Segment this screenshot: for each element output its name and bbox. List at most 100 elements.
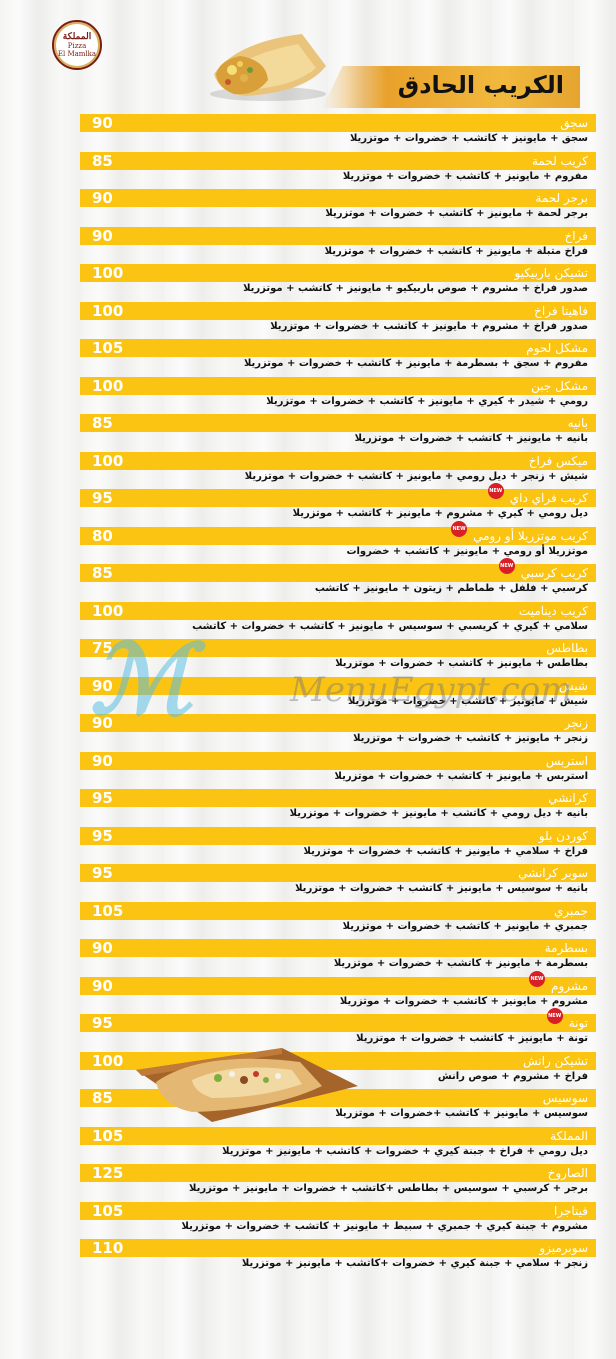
menu-item: 95 سوبر كرانشي بانيه + سوسيس + مايونيز + ك…: [0, 860, 616, 898]
menu-item: 100 مشكل جبن رومي + شيدر + كيري + مايونيز …: [0, 373, 616, 411]
new-badge-icon: NEW: [498, 558, 515, 574]
item-bar: [80, 714, 596, 732]
item-description: مشروم + مايونيز + كاتشب + خضروات + موتزر…: [339, 995, 588, 1007]
menu-item: 100 ميكس فراخ شيش + زنجر + ديل رومي + مايو…: [0, 448, 616, 486]
menu-item: 105 المملكة ديل رومي + فراخ + جبنة كيري + …: [0, 1123, 616, 1161]
item-name: تونة: [568, 1016, 588, 1030]
menu-item: 90 بسطرمة بسطرمة + مايونيز + كاتشب + خضروا…: [0, 935, 616, 973]
item-description: زنجر + مايونيز + كاتشب + خضروات + موتزري…: [353, 733, 588, 744]
item-price: 95: [92, 1014, 113, 1032]
menu-item: 100 فاهيتا فراخ صدور فراخ + مشروم + مايوني…: [0, 298, 616, 336]
menu-item: 90 شيش شيش + مايونيز + كاتشب + خضروات + مو…: [0, 673, 616, 711]
menu-item: 110 سوبرميزو زنجر + سلامي + جبنة كيري + خض…: [0, 1235, 616, 1273]
item-name: فيتاجرا: [553, 1203, 588, 1218]
item-description: سلامي + كيري + كريسبي + سوسيس + مايونيز …: [192, 620, 588, 632]
item-bar: [80, 564, 596, 582]
menu-item: 80 كريب موتزريلا أو رومي موتزريلا أو رومي …: [0, 520, 616, 561]
item-price: 90: [92, 751, 113, 770]
item-name: برجر لحمة: [535, 191, 588, 205]
item-description: فراخ + سلامي + مايونيز + كاتشب + خضروات …: [303, 845, 588, 857]
menu-item: 100 كريب ديناميت سلامي + كيري + كريسبي + س…: [0, 598, 616, 636]
item-bar: [80, 751, 596, 770]
item-bar: [80, 489, 596, 507]
item-name: كريب موتزريلا أو رومي: [473, 528, 588, 543]
item-name: كوردن بلو: [538, 828, 588, 843]
item-price: 100: [92, 301, 124, 320]
item-name: تشيكن باربيكيو: [514, 266, 588, 280]
menu-item: 100 تشيكن باربيكيو صدور فراخ + مشروم + صوص…: [0, 260, 616, 298]
item-bar: [80, 976, 596, 995]
menu-item: 90 سجق سجق + مايونيز + كاتشب + خضروات + مو…: [0, 110, 616, 148]
item-description: مفروم + سجق + بسطرمة + مايونيز + كاتشب +…: [243, 358, 588, 369]
item-bar: [80, 376, 596, 395]
item-price: 105: [92, 1201, 124, 1220]
crepe-board-photo-icon: [136, 1048, 358, 1122]
item-name: بطاطس: [546, 641, 588, 655]
item-name: مشروم: [551, 978, 588, 993]
item-name: كريب فراي داي: [509, 491, 588, 505]
item-description: فراخ متبلة + مايونيز + كاتشب + خضروات + …: [324, 245, 588, 257]
item-name: ميكس فراخ: [528, 453, 588, 468]
item-bar: [80, 1239, 596, 1257]
new-badge-icon: NEW: [451, 520, 468, 537]
item-name: سوبرميزو: [539, 1241, 588, 1255]
title-banner: الكريب الحادق: [322, 66, 580, 108]
item-price: 95: [92, 489, 113, 507]
item-description: رومي + شيدر + كيري + مايونيز + كاتشب + خ…: [266, 395, 588, 407]
item-price: 100: [92, 1051, 124, 1070]
item-price: 80: [92, 526, 113, 545]
item-description: مفروم + مايونيز + كاتشب + خضروات + موتزر…: [342, 170, 588, 182]
item-bar: [80, 901, 596, 920]
menu-list: 90 سجق سجق + مايونيز + كاتشب + خضروات + مو…: [0, 110, 616, 1273]
item-price: 75: [92, 639, 113, 657]
menu-item: 90 زنجر زنجر + مايونيز + كاتشب + خضروات + …: [0, 710, 616, 748]
item-price: 100: [92, 376, 124, 395]
item-name: فراخ: [564, 228, 588, 243]
item-description: شيش + مايونيز + كاتشب + خضروات + موتزريل…: [347, 695, 588, 707]
menu-item: 90 فراخ فراخ متبلة + مايونيز + كاتشب + خضر…: [0, 223, 616, 261]
item-description: ديل رومي + كيري + مشروم + مايونيز + كاتش…: [292, 508, 588, 519]
crepe-photo-icon: [210, 34, 326, 101]
item-description: شيش + زنجر + ديل رومي + مايونيز + كاتشب …: [244, 470, 588, 482]
item-description: استربس + مايونيز + كاتشب + خضروات + موتز…: [334, 770, 588, 782]
logo-arabic: المملكة: [62, 32, 92, 42]
item-bar: [80, 339, 596, 357]
item-description: صدور فراخ + مشروم + مايونيز + كاتشب + خض…: [270, 320, 588, 332]
item-price: 105: [92, 1126, 124, 1145]
item-description: بانيه + ديل رومي + كاتشب + مايونيز + خضر…: [289, 808, 588, 819]
item-price: 90: [92, 676, 113, 695]
menu-item: 90 استربس استربس + مايونيز + كاتشب + خضروا…: [0, 748, 616, 786]
item-name: مشكل لحوم: [526, 341, 588, 355]
item-bar: [80, 451, 596, 470]
item-bar: [80, 114, 596, 132]
item-name: بسطرمة: [544, 941, 588, 955]
item-description: بطاطس + مايونيز + كاتشب + خضروات + موتزر…: [335, 658, 588, 669]
item-price: 100: [92, 264, 124, 282]
item-name: الصاروخ: [547, 1166, 588, 1180]
menu-item: 85 كريب لحمة مفروم + مايونيز + كاتشب + خضر…: [0, 148, 616, 186]
item-description: سجق + مايونيز + كاتشب + خضروات + موتزريل…: [349, 133, 588, 144]
item-bar: [80, 526, 596, 545]
item-bar: [80, 1201, 596, 1220]
item-bar: [80, 414, 596, 432]
item-price: 90: [92, 976, 113, 995]
item-bar: [80, 826, 596, 845]
item-price: 95: [92, 789, 113, 807]
new-badge-icon: NEW: [546, 1008, 563, 1024]
item-price: 85: [92, 564, 113, 582]
menu-item: 95 تونة تونة + مايونيز + كاتشب + خضروات + …: [0, 1008, 616, 1048]
restaurant-logo: المملكة Pizza El Mamlka: [52, 20, 102, 70]
item-price: 85: [92, 151, 113, 170]
item-bar: [80, 264, 596, 282]
item-price: 110: [92, 1239, 124, 1257]
item-price: 90: [92, 939, 113, 957]
item-price: 90: [92, 189, 113, 207]
item-bar: [80, 151, 596, 170]
menu-item: 90 برجر لحمة برجر لحمة + مايونيز + كاتشب +…: [0, 185, 616, 223]
item-name: تشيكن رانش: [522, 1053, 588, 1068]
item-name: كرانشي: [548, 791, 588, 805]
item-description: تونة + مايونيز + كاتشب + خضروات + موتزري…: [356, 1033, 588, 1044]
menu-item: 85 بانيه بانيه + مايونيز + كاتشب + خضروات …: [0, 410, 616, 448]
item-bar: [80, 226, 596, 245]
item-name: بانيه: [567, 416, 588, 430]
